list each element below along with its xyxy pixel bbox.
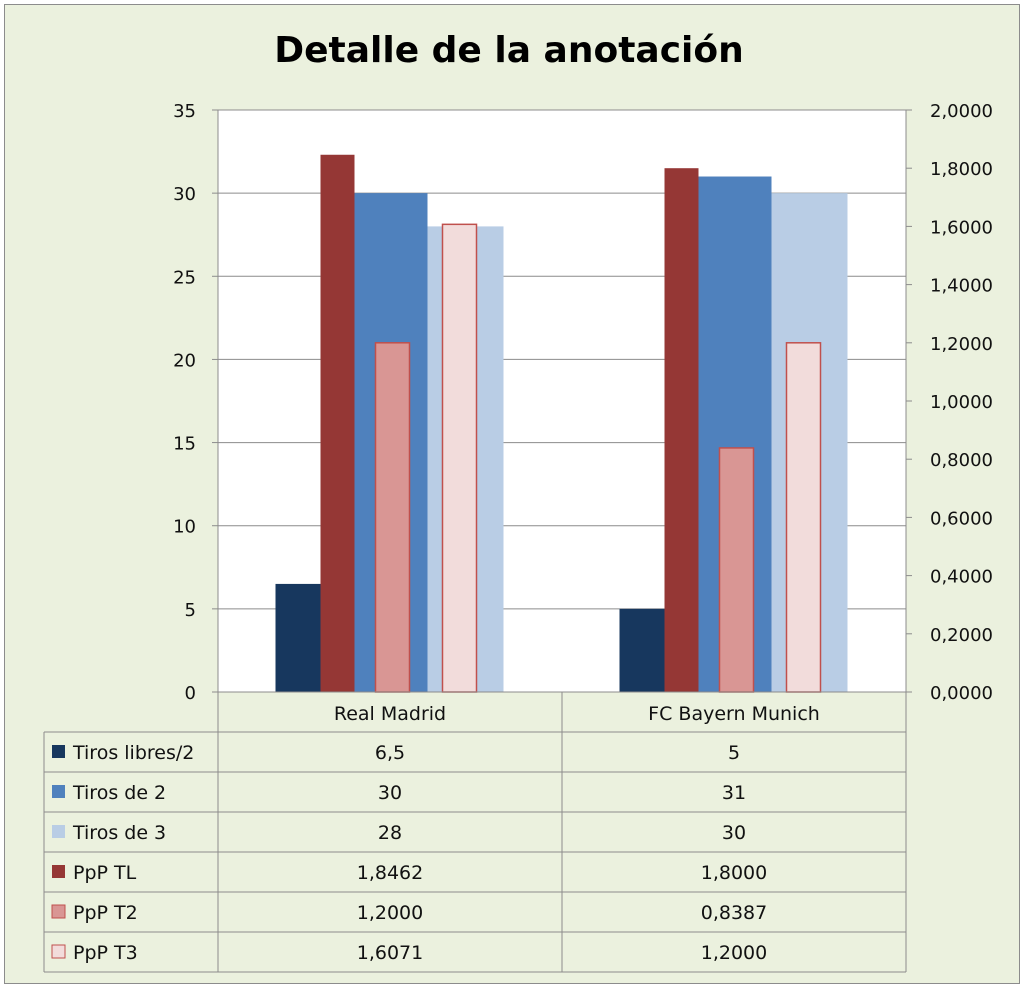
right-tick-label: 0,8000 [930,450,993,471]
table-value: 30 [378,782,402,804]
left-tick-label: 30 [173,184,196,205]
table-value: 31 [722,782,746,804]
table-value: 0,8387 [701,902,767,924]
bar [718,447,755,693]
left-tick-label: 10 [173,517,196,538]
legend-key [51,944,66,959]
legend-label: PpP T3 [73,942,138,964]
legend-key [52,865,65,878]
legend-label: Tiros de 2 [72,782,166,804]
left-tick-label: 20 [173,350,196,371]
category-label: Real Madrid [334,703,446,725]
table-value: 1,8000 [701,862,767,884]
legend-key [52,745,65,758]
chart-title: Detalle de la anotación [274,30,744,71]
left-tick-label: 5 [185,600,196,621]
bar [441,223,478,693]
right-tick-label: 0,0000 [930,683,993,704]
bar [664,168,699,692]
table-value: 1,6071 [357,942,423,964]
legend-key [52,825,65,838]
right-tick-label: 0,6000 [930,508,993,529]
bar [320,154,355,692]
category-label: FC Bayern Munich [648,703,820,725]
legend-label: PpP T2 [73,902,138,924]
right-tick-label: 0,4000 [930,567,993,588]
table-value: 1,2000 [357,902,423,924]
table-value: 1,8462 [357,862,423,884]
right-tick-label: 1,0000 [930,392,993,413]
right-tick-label: 1,2000 [930,334,993,355]
left-tick-label: 15 [173,434,196,455]
right-tick-label: 1,4000 [930,276,993,297]
legend-label: Tiros de 3 [72,822,166,844]
left-tick-label: 25 [173,267,196,288]
legend-key [51,904,66,919]
table-value: 1,2000 [701,942,767,964]
bar [785,342,822,693]
left-tick-label: 35 [173,101,196,122]
left-tick-label: 0 [185,683,196,704]
right-tick-label: 0,2000 [930,625,993,646]
table-value: 30 [722,822,746,844]
bar [374,342,411,693]
table-value: 6,5 [375,742,405,764]
right-tick-label: 1,6000 [930,217,993,238]
right-tick-label: 1,8000 [930,159,993,180]
legend-label: PpP TL [73,862,137,884]
legend-key [52,785,65,798]
table-value: 5 [728,742,740,764]
table-value: 28 [378,822,402,844]
legend-label: Tiros libres/2 [72,742,194,764]
right-tick-label: 2,0000 [930,101,993,122]
